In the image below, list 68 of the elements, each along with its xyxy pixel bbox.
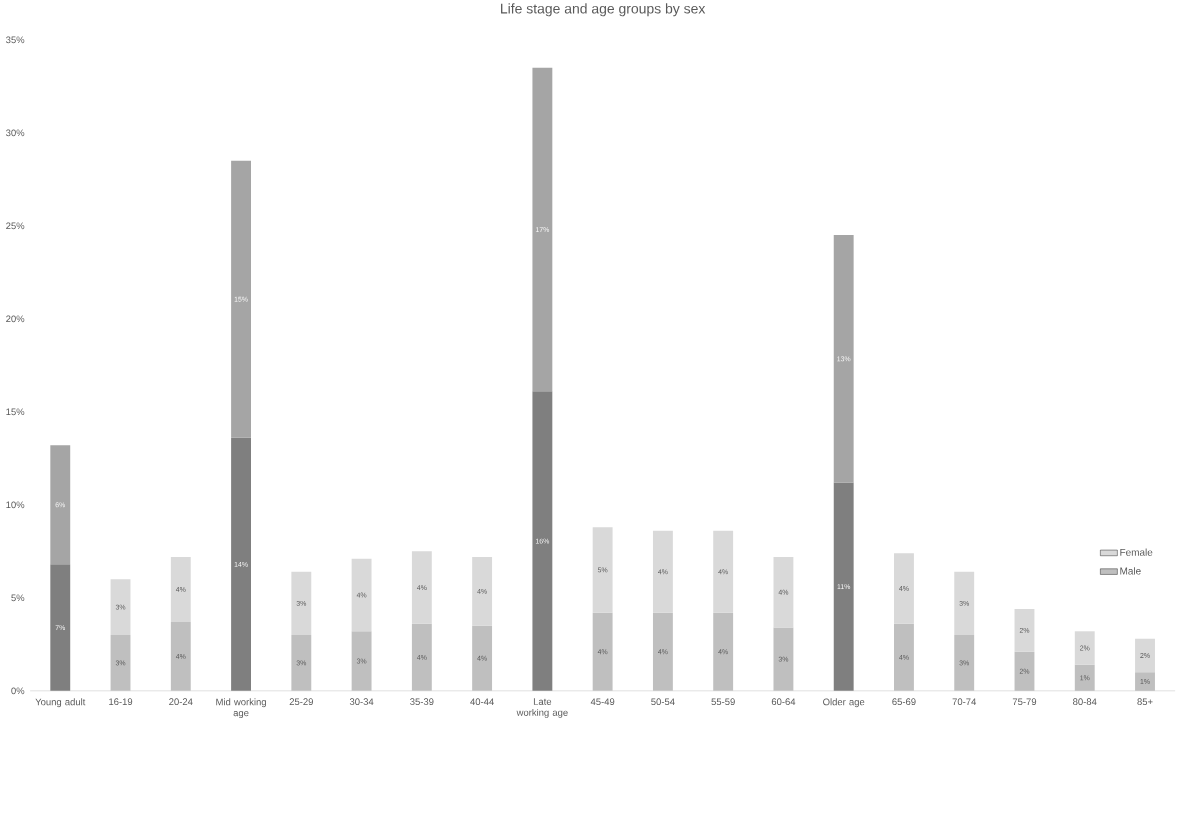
bar: [1074, 631, 1095, 665]
bar: [894, 553, 914, 624]
bar: [954, 571, 975, 635]
y-tick-label: 30%: [6, 129, 25, 137]
bar: [1135, 672, 1155, 691]
bar: [50, 445, 71, 565]
bar: [773, 556, 794, 628]
y-tick-label: 10%: [6, 501, 25, 509]
x-tick-label: Mid working age: [216, 698, 266, 719]
x-tick-label: 55-59: [711, 698, 735, 705]
bar: [652, 612, 673, 691]
x-tick-label: 65-69: [892, 698, 916, 705]
bar: [652, 530, 673, 613]
bar: [1014, 608, 1035, 652]
bar: [291, 571, 312, 635]
bar: [713, 530, 734, 613]
bar: [170, 621, 191, 691]
bar: [1014, 651, 1035, 691]
x-tick-label: Older age: [823, 698, 865, 708]
bar: [351, 631, 372, 691]
y-tick-label: 25%: [6, 222, 25, 230]
x-tick-label: 40-44: [470, 698, 494, 705]
bar: [291, 634, 312, 691]
bar: [532, 67, 553, 392]
bar: [592, 527, 613, 613]
x-tick-label: 16-19: [109, 698, 133, 705]
bar: [954, 634, 975, 691]
chart-title: Life stage and age groups by sex: [501, 3, 706, 17]
bar: [1074, 664, 1095, 691]
x-tick-label: 60-64: [771, 698, 796, 705]
x-tick-label: 85+: [1137, 698, 1153, 705]
bar: [411, 623, 432, 691]
bar: [833, 482, 854, 691]
x-tick-label: 45-49: [590, 698, 615, 705]
bar: [351, 558, 372, 632]
y-tick-label: 0%: [11, 687, 25, 695]
y-tick-label: 35%: [6, 36, 25, 44]
bar: [231, 437, 251, 691]
bar: [833, 235, 854, 483]
x-tick-label: Late working age: [516, 698, 568, 718]
x-tick-label: 70-74: [952, 698, 977, 705]
bar: [231, 160, 251, 438]
bar: [592, 612, 613, 691]
bar: [411, 551, 432, 624]
bar: [532, 391, 553, 691]
x-tick-label: 25-29: [289, 698, 313, 705]
bar: [1135, 638, 1155, 673]
y-tick-label: 20%: [6, 315, 25, 323]
bar: [110, 579, 131, 635]
bar: [110, 634, 131, 691]
bar: [50, 564, 71, 691]
bar: [170, 556, 191, 622]
bar: [472, 556, 493, 626]
x-tick-label: 75-79: [1012, 698, 1037, 705]
y-tick-label: 5%: [11, 594, 25, 602]
bar: [472, 625, 493, 691]
x-tick-label: 20-24: [169, 698, 193, 705]
x-tick-label: 35-39: [410, 698, 434, 705]
bar: [773, 627, 794, 691]
bar: [894, 623, 914, 691]
x-tick-label: 30-34: [349, 698, 374, 705]
legend-label: Male: [1120, 567, 1141, 575]
x-tick-label: 80-84: [1073, 698, 1097, 705]
bar: [713, 612, 734, 691]
x-tick-label: Young adult: [35, 698, 86, 708]
legend-label: Female: [1120, 548, 1153, 556]
x-tick-label: 50-54: [651, 698, 675, 705]
y-tick-label: 15%: [6, 408, 25, 416]
